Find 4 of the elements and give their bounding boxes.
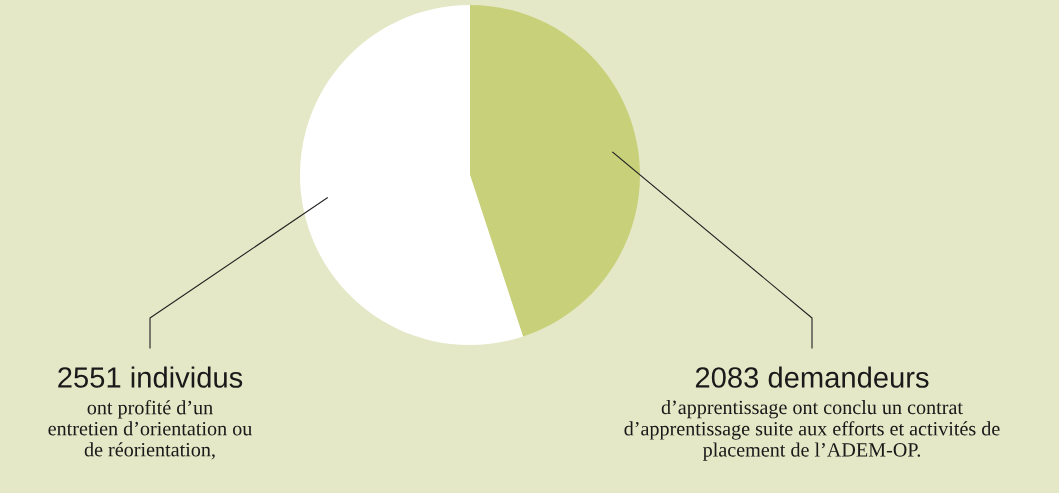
slice-label: 2551 individus bbox=[58, 366, 243, 388]
text: d’apprentissage ont conclu un contrat d’apprentissage suite aux efforts et activités de placement de l’ADEM-OP. bbox=[624, 400, 1000, 461]
slice-label: 2083 demandeurs bbox=[695, 366, 929, 388]
text: ont profité d’un entretien d’orientation ou de réorientation, bbox=[48, 400, 252, 460]
